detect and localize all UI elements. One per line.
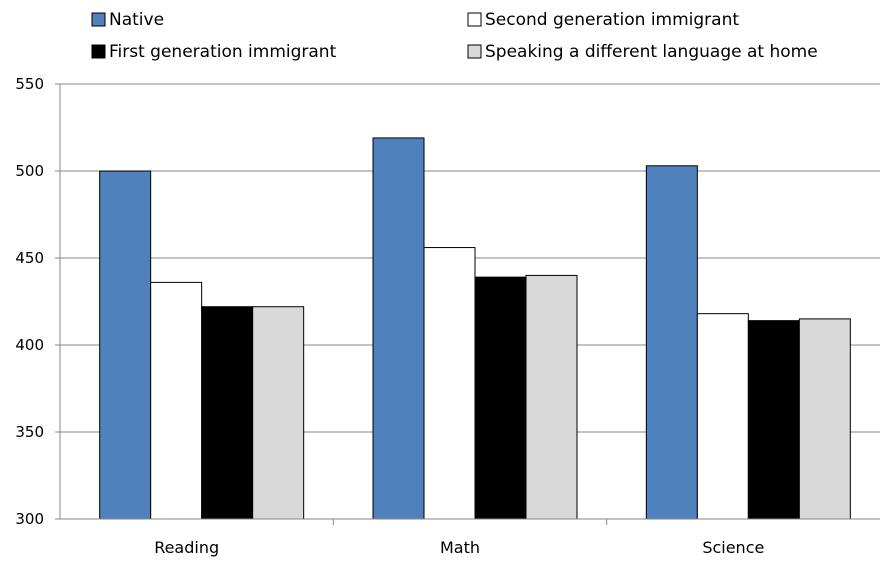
y-tick-label: 400 (15, 336, 44, 354)
bar-reading-second-generation-immigrant (150, 281, 203, 520)
legend-swatch-speaking-a-different-language-at-home (467, 44, 482, 59)
legend-swatch-first-generation-immigrant (91, 44, 106, 59)
y-tick-label: 300 (15, 510, 44, 528)
bar-reading-first-generation-immigrant (201, 306, 254, 520)
bar-math-second-generation-immigrant (423, 247, 476, 520)
legend-swatch-second-generation-immigrant (467, 12, 482, 27)
bar-science-first-generation-immigrant (747, 320, 800, 520)
legend-label: Second generation immigrant (485, 10, 739, 30)
bar-reading-native (99, 170, 152, 520)
y-tick-label: 450 (15, 249, 44, 267)
legend-label: Native (109, 10, 164, 30)
y-tick-label: 500 (15, 162, 44, 180)
bar-reading-speaking-a-different-language-at-home (252, 306, 305, 520)
bar-math-native (372, 137, 425, 520)
y-tick-label: 550 (15, 75, 44, 93)
bar-science-speaking-a-different-language-at-home (798, 318, 851, 520)
x-tick-label: Science (702, 538, 764, 557)
legend: Native Second generation immigrant First g… (91, 10, 818, 62)
y-tick-label: 350 (15, 423, 44, 441)
x-tick-label: Reading (154, 538, 219, 557)
legend-swatch-native (91, 12, 106, 27)
bar-math-speaking-a-different-language-at-home (525, 274, 578, 520)
legend-label: First generation immigrant (109, 42, 337, 62)
bar-math-first-generation-immigrant (474, 276, 527, 520)
axes: 300 350 400 450 500 550 Reading Math Science (15, 75, 880, 557)
x-tick-label: Math (440, 538, 480, 557)
legend-label: Speaking a different language at home (485, 42, 818, 62)
bar-science-native (645, 165, 698, 520)
bars (99, 137, 851, 520)
bar-science-second-generation-immigrant (696, 313, 749, 520)
